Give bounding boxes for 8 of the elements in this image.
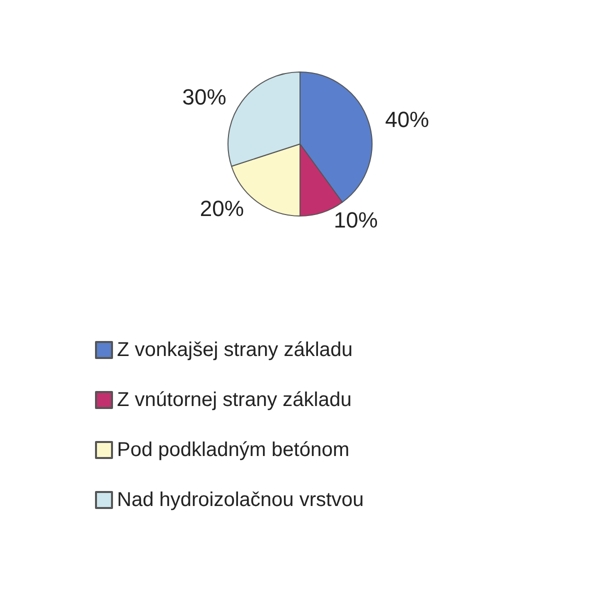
data-label: 10% [334, 208, 378, 233]
legend-label: Z vnútornej strany základu [117, 389, 352, 411]
legend-label: Pod podkladným betónom [117, 439, 350, 461]
data-label: 20% [200, 196, 244, 222]
data-label: 40% [385, 106, 430, 132]
legend-label: Z vonkajšej strany základu [117, 339, 353, 361]
legend-label: Nad hydroizolačnou vrstvou [117, 489, 364, 511]
data-label: 30% [182, 84, 226, 110]
